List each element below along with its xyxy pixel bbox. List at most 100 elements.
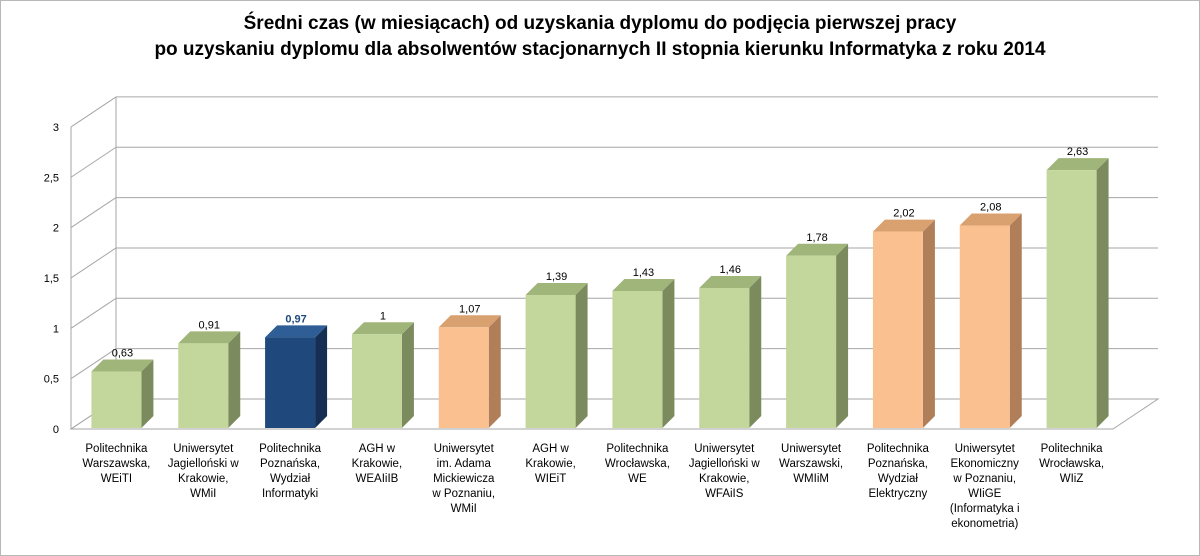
chart-title-line-1: Średni czas (w miesiącach) od uzyskania …	[243, 13, 957, 34]
y-tick-label: 2,5	[44, 172, 59, 184]
bar	[1046, 158, 1109, 428]
y-tick-label: 0,5	[44, 374, 59, 386]
bar-value-label: 2,63	[1067, 146, 1088, 158]
x-category-label-line: Uniwersytet	[694, 443, 755, 455]
x-category-label-line: Uniwersytet	[781, 443, 842, 455]
bar-top	[91, 359, 154, 372]
x-category-label-line: Politechnika	[866, 443, 929, 455]
bar	[91, 359, 154, 428]
bar-top	[265, 325, 328, 338]
x-category-label: Politechnika Poznańska, Wydział Informatyki	[246, 442, 334, 502]
bar-top	[525, 283, 588, 296]
x-category-label: AGH w Krakowie, WEAIiIB	[333, 442, 421, 487]
bar-side	[1009, 213, 1022, 428]
x-category-label-line: ekonometria)	[951, 518, 1019, 530]
x-category-label-line: Mickiewicza	[433, 473, 495, 485]
x-category-label-line: Politechnika	[1040, 443, 1103, 455]
x-category-label-line: Uniwersytet	[433, 443, 494, 455]
x-category-label-line: Uniwersytet	[173, 443, 234, 455]
x-category-label-line: Krakowie,	[351, 458, 403, 470]
x-category-label-line: WEiTI	[100, 473, 133, 485]
y-tick-label: 3	[53, 122, 59, 134]
x-category-label-line: Krakowie,	[525, 458, 576, 470]
bar-value-label: 2,02	[893, 208, 914, 220]
bar	[525, 283, 588, 428]
bar-top	[959, 213, 1022, 226]
x-category-label-line: Krakowie,	[178, 473, 229, 485]
bar-side	[488, 315, 501, 428]
bar-value-label: 2,08	[980, 202, 1001, 214]
x-category-label-line: Poznańska,	[867, 458, 928, 470]
bar-top	[872, 219, 935, 232]
bar-front	[525, 295, 576, 428]
bar-top	[699, 275, 762, 288]
gridline-wall	[70, 197, 117, 229]
x-category-label-line: Warszawski,	[779, 458, 844, 470]
bar-value-label: 1,07	[459, 303, 480, 315]
bar	[699, 275, 762, 428]
bar-value-label: 1,43	[633, 267, 654, 279]
chart-title: Średni czas (w miesiącach) od uzyskania …	[1, 11, 1199, 63]
x-category-label-line: Uniwersytet	[954, 443, 1015, 455]
x-category-label-line: AGH w	[358, 443, 396, 455]
x-category-label-line: Wydział	[877, 473, 918, 485]
x-category-label-line: Politechnika	[259, 443, 322, 455]
bar	[959, 213, 1022, 428]
bar-front	[699, 287, 750, 428]
x-category-label-line: Wydział	[270, 473, 311, 485]
x-category-label-line: WMiI	[190, 488, 217, 500]
x-category-label-line: w Poznaniu,	[432, 488, 496, 500]
x-category-label-line: Wrocławska,	[1039, 458, 1105, 470]
x-category-label-line: w Poznaniu,	[953, 473, 1017, 485]
gridline-wall	[70, 146, 117, 178]
bar	[351, 322, 414, 428]
x-category-label: Uniwersytet Ekonomiczny w Poznaniu, WIiGE (I…	[941, 442, 1029, 532]
bar-top	[178, 331, 241, 344]
bar-value-label: 1,39	[546, 271, 567, 283]
x-category-label-line: (Informatyka i	[949, 503, 1020, 515]
bar-top	[786, 243, 849, 256]
bar-side	[749, 275, 762, 428]
x-category-label-line: Krakowie,	[699, 473, 750, 485]
bar-front	[872, 231, 923, 428]
bar-top	[351, 322, 414, 335]
bar	[872, 219, 935, 428]
x-category-label: Uniwersytet Jagielloński w Krakowie, WFAiIS	[680, 442, 768, 502]
bar-front	[351, 334, 402, 428]
x-category-label-line: WFAiIS	[705, 488, 744, 500]
x-category-label-line: Jagielloński w	[167, 458, 239, 470]
bar-value-label: 1,46	[720, 264, 741, 276]
gridline-wall	[70, 96, 117, 128]
x-category-label: Politechnika Poznańska, Wydział Elektryczny	[854, 442, 942, 502]
x-category-label: Politechnika Wrocławska, WE	[593, 442, 681, 487]
bar-front	[1046, 170, 1097, 428]
gridline-wall	[70, 247, 117, 279]
x-category-label-line: WMiI	[450, 503, 477, 515]
x-category-label-line: Ekonomiczny	[950, 458, 1019, 470]
bar-top	[438, 315, 501, 328]
bar-front	[91, 371, 142, 428]
x-category-label-line: Warszawska,	[82, 458, 151, 470]
x-category-label-line: AGH w	[532, 443, 569, 455]
x-category-label-line: WEAIiIB	[355, 473, 399, 485]
bar-front	[959, 225, 1010, 428]
bar	[612, 278, 675, 428]
bar-front	[438, 327, 489, 428]
bar-value-label: 1,78	[806, 232, 827, 244]
x-category-label-line: Jagielloński w	[688, 458, 760, 470]
bar-side	[922, 219, 935, 428]
bar-top	[612, 278, 675, 291]
bars: 0,63 0,91 0,97 1 1,07 1,39 1,43 1,46 1,78 2,02 2,0…	[91, 146, 1109, 428]
gridline-wall	[70, 348, 117, 380]
x-category-label-line: Politechnika	[606, 443, 669, 455]
bar-front	[786, 255, 837, 428]
bar-side	[662, 278, 675, 428]
y-tick-label: 1	[53, 323, 59, 335]
x-category-label-line: WIEiT	[534, 473, 567, 485]
y-tick-label: 1,5	[44, 273, 59, 285]
bar-side	[401, 322, 414, 428]
bar-front	[178, 343, 229, 428]
chart-title-line-2: po uzyskaniu dyplomu dla absolwentów sta…	[154, 39, 1046, 60]
bar-value-label: 1	[380, 310, 386, 322]
